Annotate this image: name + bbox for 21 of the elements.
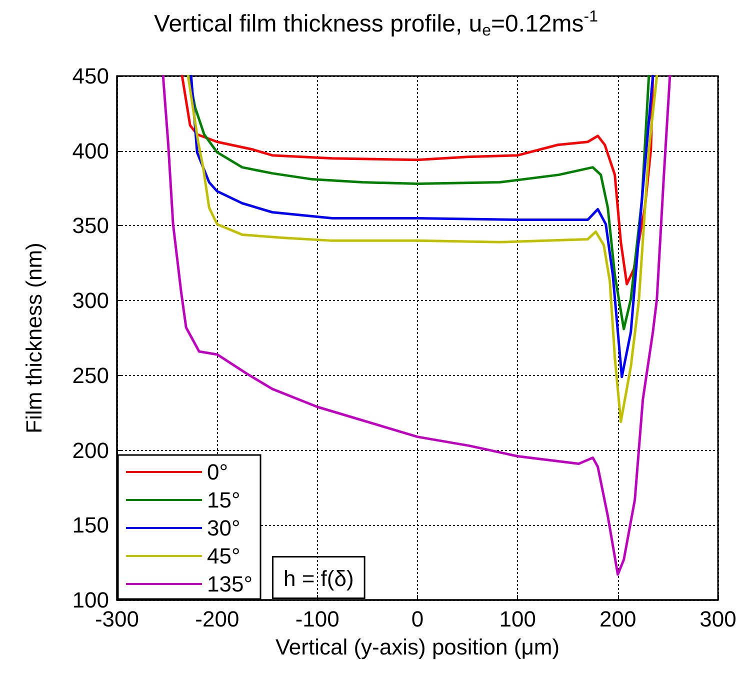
x-tick-label: 300 bbox=[700, 606, 736, 632]
legend-label: 15° bbox=[207, 488, 240, 512]
x-tick-label: 0 bbox=[411, 606, 424, 632]
legend-label: 30° bbox=[207, 516, 240, 540]
x-tick-label: 200 bbox=[599, 606, 636, 632]
x-tick-label: -100 bbox=[295, 606, 340, 632]
x-axis-title: Vertical (y-axis) position (μm) bbox=[275, 634, 560, 660]
y-tick-label: 150 bbox=[72, 512, 109, 538]
y-tick-label: 250 bbox=[72, 362, 109, 388]
legend-label: 45° bbox=[207, 544, 240, 568]
legend-label: 0° bbox=[207, 460, 228, 484]
x-tick-label: 100 bbox=[499, 606, 536, 632]
y-tick-label: 400 bbox=[72, 138, 109, 164]
y-tick-label: 300 bbox=[72, 288, 109, 314]
x-tick-label: -200 bbox=[195, 606, 240, 632]
y-tick-label: 350 bbox=[72, 213, 109, 238]
annotation: h = f(δ) bbox=[284, 566, 354, 591]
legend-label: 135° bbox=[207, 572, 253, 596]
y-tick-label: 200 bbox=[72, 438, 109, 463]
y-tick-label: 450 bbox=[72, 64, 109, 88]
y-axis-title: Film thickness (nm) bbox=[22, 242, 46, 434]
